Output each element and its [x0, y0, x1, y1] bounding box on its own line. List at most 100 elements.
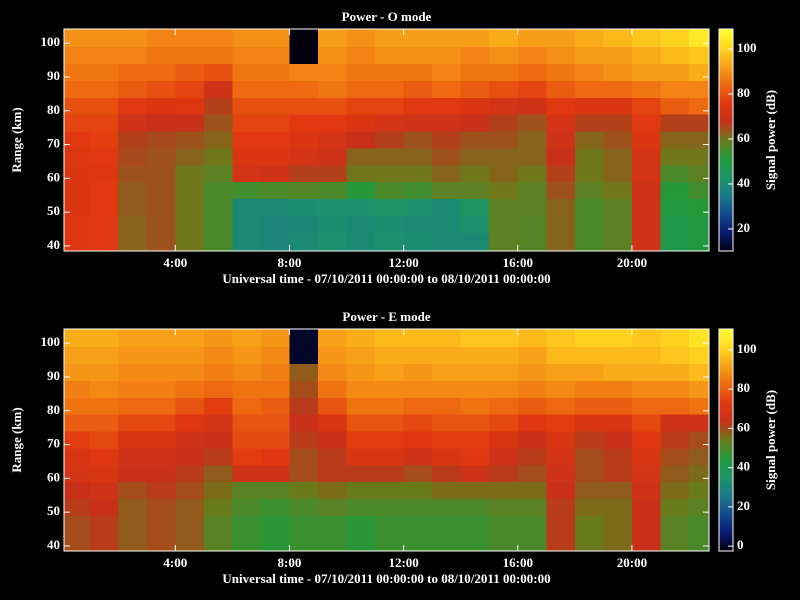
heatmap-cell — [689, 363, 710, 381]
heatmap-cell — [517, 329, 547, 348]
colorbar-tick-label: 60 — [737, 419, 750, 434]
heatmap-cell — [460, 532, 490, 552]
heatmap-cell — [517, 215, 547, 233]
heatmap-cell — [118, 447, 148, 466]
colorbar-tick-label: 20 — [737, 220, 750, 235]
heatmap-cell — [689, 346, 710, 364]
heatmap-cell — [89, 215, 119, 233]
heatmap-cell — [432, 397, 462, 415]
heatmap-cell — [489, 431, 519, 449]
heatmap-cell — [64, 46, 91, 64]
heatmap-cell — [517, 232, 547, 252]
heatmap-cell — [603, 380, 633, 398]
heatmap-cell — [489, 397, 519, 415]
heatmap-cell — [203, 80, 233, 98]
heatmap-cell — [432, 97, 462, 115]
heatmap-cell — [89, 63, 119, 81]
heatmap-cell — [460, 481, 490, 500]
heatmap-cell — [118, 131, 148, 149]
plot-frame — [63, 328, 710, 552]
heatmap-cell — [203, 414, 233, 432]
heatmap-cell — [689, 215, 710, 233]
heatmap-cell — [517, 181, 547, 200]
heatmap-cell — [64, 29, 91, 48]
heatmap-cell — [260, 515, 290, 533]
heatmap-cell — [318, 329, 348, 348]
heatmap-cell — [546, 181, 576, 200]
heatmap-cell — [403, 131, 433, 149]
heatmap-cell — [89, 198, 119, 217]
heatmap-cell — [403, 447, 433, 466]
heatmap-cell — [118, 181, 148, 200]
heatmap-cell — [574, 63, 604, 81]
heatmap-cell — [631, 380, 661, 398]
heatmap-cell — [318, 431, 348, 449]
heatmap-cell — [489, 532, 519, 552]
heatmap-cell — [546, 198, 576, 217]
heatmap-cell — [460, 464, 490, 483]
heatmap-cell — [603, 181, 633, 200]
heatmap-cell — [375, 498, 405, 517]
heatmap-cell — [232, 46, 262, 64]
heatmap-cell — [403, 114, 433, 132]
heatmap-cell — [146, 114, 176, 132]
heatmap-cell — [375, 397, 405, 415]
heatmap-cell — [318, 97, 348, 115]
heatmap-cell — [232, 498, 262, 517]
heatmap-cell — [232, 346, 262, 364]
heatmap-cell — [574, 380, 604, 398]
heatmap-cell — [203, 215, 233, 233]
heatmap-cell — [346, 515, 376, 533]
heatmap-cell — [260, 80, 290, 98]
heatmap-cell — [460, 414, 490, 432]
heatmap-cell — [375, 198, 405, 217]
heatmap-cell — [631, 80, 661, 98]
heatmap-cell — [517, 363, 547, 381]
heatmap-cell — [517, 498, 547, 517]
colorbar-tick-label: 0 — [737, 537, 744, 552]
heatmap-cell — [631, 447, 661, 466]
heatmap-cell — [603, 431, 633, 449]
heatmap-cell — [574, 232, 604, 252]
heatmap-cell — [631, 431, 661, 449]
heatmap-cell — [603, 97, 633, 115]
heatmap-cells — [64, 329, 710, 552]
heatmap-cell — [232, 114, 262, 132]
heatmap-cell — [64, 181, 91, 200]
heatmap-cell — [574, 198, 604, 217]
heatmap-cell — [660, 215, 690, 233]
y-tick-label: 40 — [47, 537, 60, 552]
heatmap-cell — [118, 515, 148, 533]
colorbar-tick-label: 40 — [737, 459, 750, 474]
heatmap-cell — [64, 329, 91, 348]
heatmap-cell — [432, 46, 462, 64]
heatmap-cell — [489, 147, 519, 166]
heatmap-cell — [318, 232, 348, 252]
heatmap-cell — [346, 198, 376, 217]
heatmap-cell — [289, 97, 319, 115]
heatmap-cell — [432, 431, 462, 449]
heatmap-cell — [460, 431, 490, 449]
heatmap-cell — [64, 447, 91, 466]
heatmap-cell — [375, 29, 405, 48]
heatmap-cell — [318, 498, 348, 517]
heatmap-cell — [346, 329, 376, 348]
heatmap-cell — [574, 329, 604, 348]
heatmap-cell — [375, 515, 405, 533]
heatmap-cell — [118, 114, 148, 132]
heatmap-cell — [375, 97, 405, 115]
heatmap-cell — [375, 131, 405, 149]
heatmap-cell — [203, 380, 233, 398]
heatmap-cell — [660, 346, 690, 364]
heatmap-cell — [603, 63, 633, 81]
heatmap-cell — [403, 397, 433, 415]
heatmap-cell — [517, 63, 547, 81]
heatmap-cell — [232, 97, 262, 115]
heatmap-cell — [175, 46, 205, 64]
heatmap-cell — [517, 114, 547, 132]
x-tick-label: 16:00 — [503, 255, 533, 270]
heatmap-cell — [318, 515, 348, 533]
heatmap-cell — [432, 232, 462, 252]
heatmap-cell — [203, 346, 233, 364]
